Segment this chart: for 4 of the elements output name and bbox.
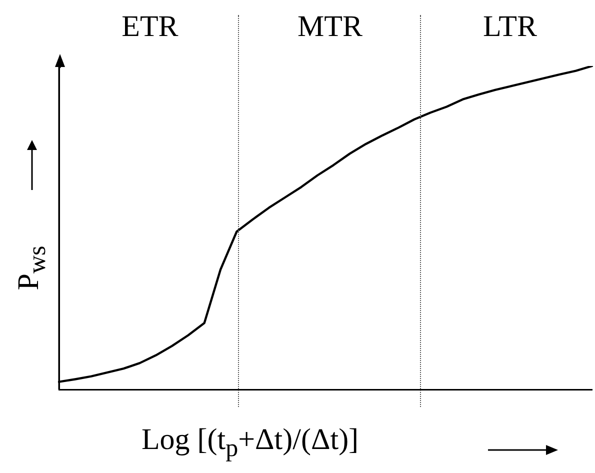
x-axis-title: Log [(t$_{p}$+Δt)/(Δt)]	[140, 423, 360, 463]
text: MTR	[296, 10, 364, 44]
text: LTR	[482, 10, 538, 44]
text: ETR	[120, 10, 180, 44]
